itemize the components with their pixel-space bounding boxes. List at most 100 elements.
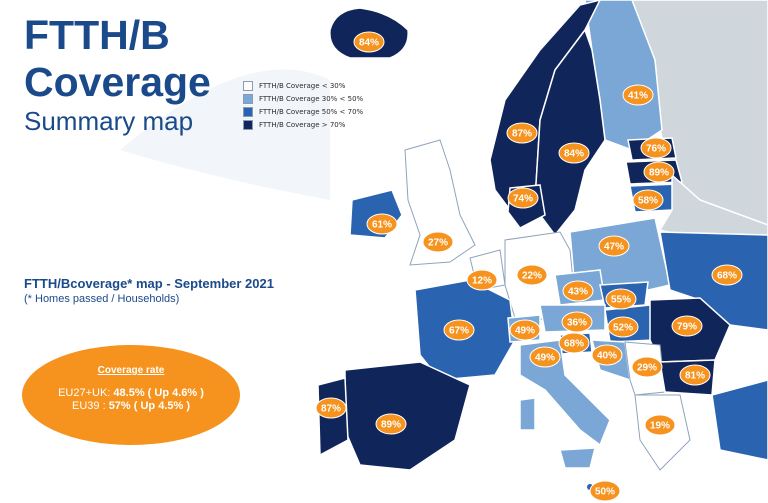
coverage-bubble-shape: [622, 84, 654, 106]
coverage-bubble-shape: [598, 235, 630, 257]
coverage-bubble-shape: [607, 316, 639, 338]
bubble-layer: 84% 41% 87% 84% 76% 89% 58% 74% 61% 27% 47% 68% 12% 2…: [315, 31, 743, 502]
legend-row: FTTH/B Coverage 50% < 70%: [243, 105, 363, 118]
coverage-bubble-label: 87%: [321, 404, 341, 415]
bg-decor-shape: [120, 69, 330, 200]
coverage-bubble-shape: [507, 187, 539, 209]
coverage-bubble-label: 79%: [677, 322, 697, 333]
region-turkey: [711, 379, 768, 461]
coverage-bubble-shape: [632, 189, 664, 211]
title-line-2: Coverage: [24, 59, 211, 105]
coverage-bubble-label: 68%: [717, 271, 737, 282]
coverage-bubble-shape: [558, 142, 590, 164]
coverage-bubble-label: 89%: [381, 420, 401, 431]
coverage-bubble-label: 12%: [472, 276, 492, 287]
coverage-bubble-label: 52%: [613, 323, 633, 334]
coverage-bubble-label: 22%: [522, 271, 542, 282]
coverage-bubble-shape: [589, 480, 621, 502]
legend-row: FTTH/B Coverage > 70%: [243, 118, 363, 131]
legend-label: FTTH/B Coverage 30% < 50%: [259, 94, 364, 103]
coverage-bubble-shape: [443, 319, 475, 341]
coverage-bubble-label: 76%: [646, 144, 666, 155]
coverage-bubble-label: 49%: [535, 353, 555, 364]
coverage-bubble-shape: [353, 31, 385, 53]
legend-row: FTTH/B Coverage 30% < 50%: [243, 92, 363, 105]
coverage-bubble: 87%: [315, 397, 347, 419]
coverage-bubble: 84%: [353, 31, 385, 53]
coverage-bubble: 55%: [605, 288, 637, 310]
legend-label: FTTH/B Coverage < 30%: [259, 81, 346, 90]
region-spain: [344, 361, 471, 471]
title-line-3: Summary map: [24, 106, 194, 136]
coverage-bubble-shape: [591, 344, 623, 366]
coverage-bubble-label: 55%: [611, 295, 631, 306]
coverage-bubble-shape: [631, 356, 663, 378]
coverage-bubble-shape: [315, 397, 347, 419]
region-sicily: [559, 447, 596, 469]
coverage-bubble: 47%: [598, 235, 630, 257]
legend-row: FTTH/B Coverage < 30%: [243, 79, 363, 92]
map-caption: FTTH/Bcoverage* map - September 2021 (* …: [24, 275, 274, 306]
coverage-bubble-shape: [558, 332, 590, 354]
coverage-bubble-shape: [644, 414, 676, 436]
coverage-bubble: 68%: [558, 332, 590, 354]
legend-label: FTTH/B Coverage > 70%: [259, 120, 346, 129]
coverage-bubble-shape: [562, 280, 594, 302]
coverage-bubble: 74%: [507, 187, 539, 209]
coverage-bubble-shape: [711, 264, 743, 286]
coverage-bubble-label: 36%: [567, 318, 587, 329]
coverage-bubble: 49%: [529, 346, 561, 368]
coverage-bubble-label: 67%: [449, 326, 469, 337]
legend-swatch: [243, 93, 253, 104]
caption-subtitle: (* Homes passed / Households): [24, 293, 180, 305]
coverage-bubble-shape: [643, 161, 675, 183]
coverage-bubble: 67%: [443, 319, 475, 341]
coverage-eu39-label: EU39 :: [72, 400, 109, 412]
coverage-bubble-shape: [422, 231, 454, 253]
legend-swatch: [243, 106, 253, 117]
coverage-bubble-shape: [671, 315, 703, 337]
coverage-bubble: 12%: [466, 269, 498, 291]
coverage-bubble-label: 50%: [595, 487, 615, 498]
coverage-bubble-shape: [506, 122, 538, 144]
coverage-bubble-label: 87%: [512, 129, 532, 140]
coverage-eu27-label: EU27+UK:: [58, 387, 114, 399]
coverage-bubble-label: 29%: [637, 363, 657, 374]
legend: FTTH/B Coverage < 30% FTTH/B Coverage 30…: [243, 79, 363, 131]
coverage-bubble: 61%: [366, 213, 398, 235]
legend-swatch: [243, 80, 253, 91]
coverage-bubble-shape: [529, 346, 561, 368]
coverage-bubble-label: 41%: [628, 91, 648, 102]
coverage-bubble: 41%: [622, 84, 654, 106]
coverage-bubble-shape: [679, 364, 711, 386]
title-block: FTTH/B Coverage Summary map: [24, 12, 211, 136]
coverage-bubble: 79%: [671, 315, 703, 337]
caption-title: FTTH/Bcoverage* map - September 2021: [24, 276, 274, 291]
coverage-rate-box: Coverage rate EU27+UK: 48.5% ( Up 4.6% )…: [22, 345, 240, 445]
coverage-bubble: 84%: [558, 142, 590, 164]
coverage-bubble: 27%: [422, 231, 454, 253]
coverage-bubble: 22%: [516, 264, 548, 286]
coverage-bubble-label: 47%: [604, 242, 624, 253]
coverage-bubble-label: 58%: [638, 196, 658, 207]
coverage-bubble-label: 19%: [650, 421, 670, 432]
coverage-bubble: 87%: [506, 122, 538, 144]
region-uk: [404, 139, 476, 266]
coverage-bubble-label: 40%: [597, 351, 617, 362]
coverage-bubble-label: 81%: [685, 371, 705, 382]
coverage-bubble-shape: [516, 264, 548, 286]
coverage-bubble-label: 68%: [564, 339, 584, 350]
coverage-bubble-shape: [466, 269, 498, 291]
coverage-bubble: 36%: [561, 311, 593, 333]
coverage-bubble: 89%: [375, 413, 407, 435]
legend-swatch: [243, 119, 253, 130]
coverage-eu27-line: EU27+UK: 48.5% ( Up 4.6% ): [22, 387, 240, 400]
coverage-bubble: 89%: [643, 161, 675, 183]
coverage-bubble: 52%: [607, 316, 639, 338]
coverage-bubble-shape: [605, 288, 637, 310]
coverage-bubble: 40%: [591, 344, 623, 366]
coverage-bubble-label: 61%: [372, 220, 392, 231]
coverage-bubble: 29%: [631, 356, 663, 378]
coverage-bubble-shape: [366, 213, 398, 235]
coverage-bubble-shape: [561, 311, 593, 333]
